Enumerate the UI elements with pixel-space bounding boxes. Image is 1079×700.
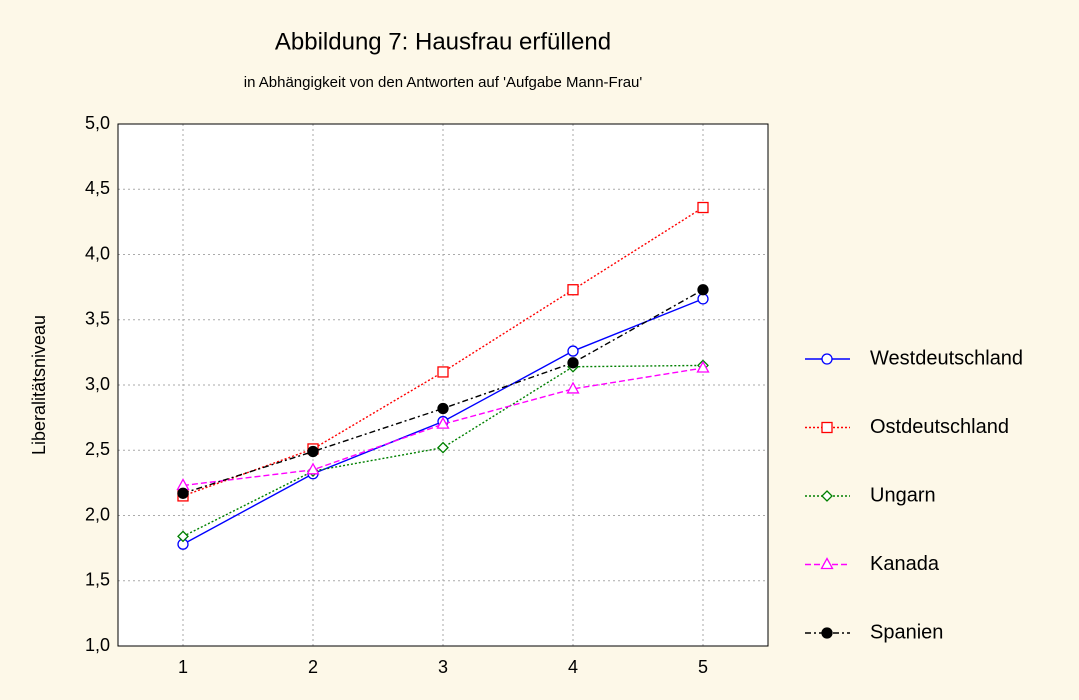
y-tick-label: 3,0 xyxy=(85,374,110,394)
legend-marker xyxy=(821,490,833,502)
data-point xyxy=(697,284,709,296)
data-point xyxy=(306,462,320,475)
y-tick-label: 5,0 xyxy=(85,113,110,133)
y-tick-label: 2,5 xyxy=(85,439,110,459)
legend-marker xyxy=(820,557,834,570)
legend-label: Ungarn xyxy=(870,484,936,506)
x-tick-label: 5 xyxy=(698,657,708,677)
data-point xyxy=(567,284,579,296)
y-tick-label: 2,0 xyxy=(85,504,110,524)
legend-marker xyxy=(821,353,833,365)
data-point xyxy=(696,360,710,373)
data-point xyxy=(436,416,450,429)
x-tick-label: 2 xyxy=(308,657,318,677)
y-tick-label: 4,0 xyxy=(85,243,110,263)
data-point xyxy=(177,530,189,543)
chart-title: Abbildung 7: Hausfrau erfüllend xyxy=(275,28,611,55)
x-tick-label: 1 xyxy=(178,657,188,677)
series xyxy=(177,284,709,499)
y-tick-label: 4,5 xyxy=(85,178,110,198)
data-point xyxy=(567,345,579,357)
series xyxy=(176,360,710,491)
legend-marker xyxy=(821,421,833,434)
data-point xyxy=(437,366,449,378)
y-tick-label: 1,5 xyxy=(85,570,110,590)
chart-subtitle: in Abhängigkeit von den Antworten auf 'A… xyxy=(244,74,643,91)
legend-label: Ostdeutschland xyxy=(870,416,1009,438)
legend-marker xyxy=(821,627,833,639)
y-tick-label: 3,5 xyxy=(85,309,110,329)
y-tick-label: 1,0 xyxy=(85,635,110,655)
x-tick-label: 3 xyxy=(438,657,448,677)
plot-border xyxy=(117,123,769,647)
data-point xyxy=(567,357,579,369)
data-point xyxy=(697,201,709,214)
data-point xyxy=(307,445,319,458)
legend-label: Spanien xyxy=(870,621,943,643)
legend-label: Westdeutschland xyxy=(870,347,1023,369)
data-point xyxy=(177,487,189,499)
y-axis-label: Liberalitätsniveau xyxy=(29,315,49,455)
data-point xyxy=(566,381,580,394)
legend-label: Kanada xyxy=(870,553,940,575)
x-tick-label: 4 xyxy=(568,657,578,677)
data-point xyxy=(437,402,449,415)
data-point xyxy=(437,441,449,454)
